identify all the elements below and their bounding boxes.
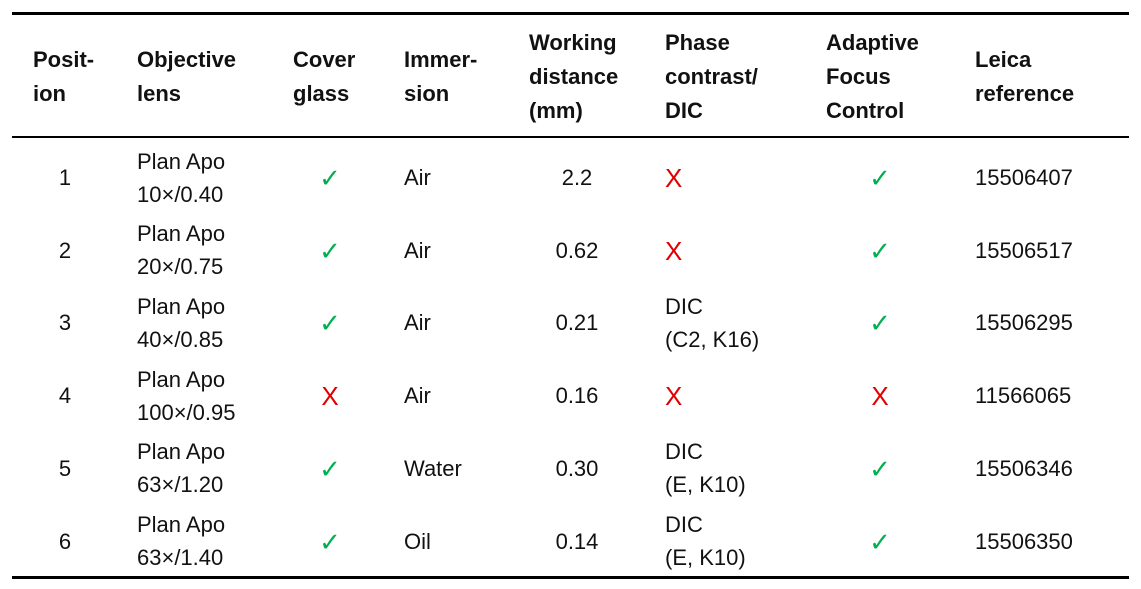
cell-text: 15506346: [975, 455, 1073, 481]
cell-text: 0.14: [555, 528, 599, 554]
header-text: Adaptive: [826, 30, 919, 55]
cell-text: Air: [404, 237, 431, 263]
cell-text: 20×/0.75: [137, 254, 224, 280]
cell-text: (E, K10): [665, 545, 746, 570]
status-mark: X: [665, 163, 683, 193]
cell-text: DIC: [665, 512, 703, 537]
header-text: Phase: [665, 30, 730, 55]
cell-text: 1: [58, 165, 72, 190]
cell-text: DIC: [665, 293, 703, 319]
cell-text: 15506407: [975, 165, 1073, 190]
header-text: Objective: [137, 47, 237, 72]
cell-text: 15506350: [975, 528, 1073, 554]
cell-text: Plan Apo: [137, 221, 226, 247]
status-mark: ✓: [319, 453, 341, 484]
header-text: Cover: [293, 47, 356, 72]
cell-text: 100×/0.95: [137, 399, 236, 425]
status-mark: ✓: [319, 163, 341, 193]
cell-text: 0.21: [555, 310, 599, 336]
cell-text: 3: [58, 310, 72, 336]
header-text: contrast/: [665, 64, 758, 89]
cell-text: 0.16: [555, 383, 599, 409]
status-mark: ✓: [869, 453, 891, 484]
header-rule: [12, 136, 1129, 138]
cell-text: 15506295: [975, 310, 1073, 336]
cell-text: (E, K10): [665, 472, 746, 498]
status-mark: X: [871, 381, 889, 412]
status-mark: X: [665, 235, 683, 266]
cell-text: 2.2: [561, 165, 593, 190]
header-text: glass: [293, 81, 350, 106]
cell-text: 0.30: [555, 455, 599, 481]
status-mark: ✓: [319, 526, 341, 557]
header-text: lens: [137, 81, 182, 106]
header-text: Focus: [826, 64, 891, 89]
cell-text: Plan Apo: [137, 512, 226, 537]
header-text: Working: [529, 30, 617, 55]
header-text: (mm): [529, 98, 583, 123]
cell-text: Plan Apo: [137, 439, 226, 465]
cell-text: 6: [58, 528, 72, 554]
header-text: ion: [33, 81, 66, 106]
status-mark: X: [665, 381, 683, 412]
cell-text: Plan Apo: [137, 366, 226, 392]
cell-text: 4: [58, 383, 72, 409]
status-mark: ✓: [869, 308, 891, 339]
status-mark: ✓: [869, 526, 891, 557]
cell-text: Oil: [404, 528, 431, 554]
header-text: reference: [975, 81, 1075, 106]
cell-text: 40×/0.85: [137, 326, 224, 352]
cell-text: 5: [58, 455, 72, 481]
header-text: Posit-: [33, 47, 95, 72]
cell-text: Air: [404, 310, 431, 336]
cell-text: (C2, K16): [665, 326, 760, 352]
cell-text: Plan Apo: [137, 293, 226, 319]
cell-text: Air: [404, 165, 431, 190]
cell-text: 0.62: [555, 237, 599, 263]
status-mark: ✓: [869, 163, 891, 193]
cell-text: Water: [404, 455, 462, 481]
header-text: Immer-: [404, 47, 478, 72]
header-text: DIC: [665, 98, 703, 123]
status-mark: ✓: [319, 235, 341, 266]
header-text: sion: [404, 81, 450, 106]
cell-text: Plan Apo: [137, 148, 226, 174]
header-text: Leica: [975, 47, 1032, 72]
cell-text: 11566065: [975, 383, 1072, 409]
cell-text: Air: [404, 383, 431, 409]
status-mark: ✓: [319, 308, 341, 339]
cell-text: 63×/1.20: [137, 472, 224, 498]
status-mark: ✓: [869, 235, 891, 266]
cell-text: 63×/1.40: [137, 545, 224, 570]
header-text: Control: [826, 98, 905, 123]
status-mark: X: [321, 381, 339, 412]
cell-text: 15506517: [975, 237, 1073, 263]
cell-text: 10×/0.40: [137, 181, 224, 207]
header-text: distance: [529, 64, 619, 89]
cell-text: 2: [58, 237, 72, 263]
bottom-rule: [12, 576, 1129, 579]
cell-text: DIC: [665, 439, 703, 465]
top-rule: [12, 12, 1129, 15]
